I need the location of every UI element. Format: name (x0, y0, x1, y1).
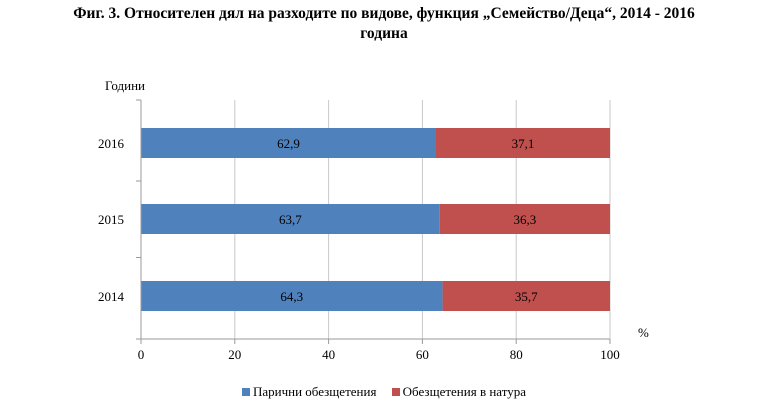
legend-swatch-cash (241, 388, 250, 396)
x-tick-label-0: 0 (138, 347, 145, 362)
legend-item-in-kind: Обезщетения в натура (391, 384, 527, 400)
bar-2016-series-0 (141, 128, 437, 158)
bar-2015-series-1 (439, 204, 610, 234)
legend-item-cash: Парични обезщетения (241, 384, 377, 400)
bar-2014-series-1 (442, 281, 610, 311)
bar-2015-series-0 (141, 204, 440, 234)
x-axis-unit-label: % (638, 325, 649, 340)
y-axis-label: Години (105, 78, 145, 93)
legend-label-in-kind: Обезщетения в натура (402, 384, 527, 399)
data-label-2016-series-0: 62,9 (277, 136, 300, 151)
data-label-2016-series-1: 37,1 (512, 136, 535, 151)
data-label-2015-series-0: 63,7 (279, 212, 302, 227)
x-tick-label-60: 60 (416, 347, 429, 362)
y-tick-label-2015: 2015 (98, 212, 124, 227)
chart-title-line1: Фиг. 3. Относителен дял на разходите по … (73, 5, 695, 22)
y-tick-label-2016: 2016 (98, 136, 125, 151)
legend-swatch-in-kind (391, 388, 400, 396)
bar-2016-series-1 (436, 128, 610, 158)
data-label-2015-series-1: 36,3 (514, 212, 537, 227)
x-tick-label-20: 20 (228, 347, 241, 362)
data-label-2014-series-0: 64,3 (280, 289, 303, 304)
x-tick-label-80: 80 (510, 347, 523, 362)
bars: 62,9 37,1 63,7 36,3 64,3 35,7 (141, 128, 610, 311)
axes: 0 20 40 60 80 100 2016 2015 2014 (98, 99, 620, 362)
chart-title-line2: година (360, 25, 408, 42)
legend: Парични обезщетения Обезщетения в натура (0, 384, 768, 400)
chart-title: Фиг. 3. Относителен дял на разходите по … (0, 4, 768, 44)
legend-label-cash: Парични обезщетения (252, 384, 377, 399)
y-tick-label-2014: 2014 (98, 289, 125, 304)
x-tick-label-40: 40 (322, 347, 335, 362)
x-tick-label-100: 100 (600, 347, 620, 362)
bar-2014-series-0 (141, 281, 443, 311)
data-label-2014-series-1: 35,7 (515, 289, 538, 304)
